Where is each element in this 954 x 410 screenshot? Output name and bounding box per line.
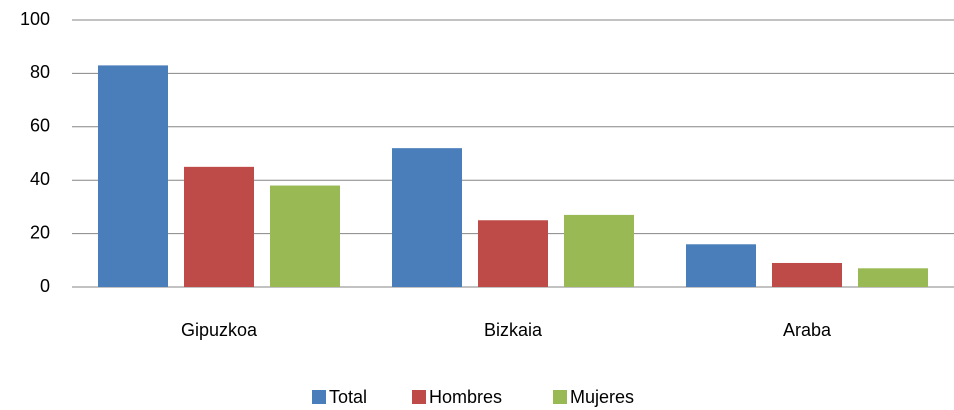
legend-label: Hombres [429, 387, 502, 407]
legend-swatch [312, 390, 326, 404]
bar [478, 220, 548, 287]
legend-swatch [412, 390, 426, 404]
legend-label: Mujeres [570, 387, 634, 407]
y-tick-label: 100 [20, 9, 50, 29]
y-tick-label: 60 [30, 116, 50, 136]
bar [392, 148, 462, 287]
bar [184, 166, 254, 287]
legend-swatch [553, 390, 567, 404]
bar [270, 185, 340, 287]
legend-label: Total [329, 387, 367, 407]
bar [98, 65, 168, 287]
bar [772, 262, 842, 287]
bar [858, 268, 928, 287]
y-tick-label: 20 [30, 222, 50, 242]
y-tick-label: 40 [30, 169, 50, 189]
x-tick-label: Gipuzkoa [181, 320, 258, 340]
bar [686, 244, 756, 287]
bar [564, 214, 634, 287]
x-tick-label: Araba [783, 320, 832, 340]
y-tick-label: 0 [40, 276, 50, 296]
y-tick-label: 80 [30, 62, 50, 82]
x-tick-label: Bizkaia [484, 320, 543, 340]
